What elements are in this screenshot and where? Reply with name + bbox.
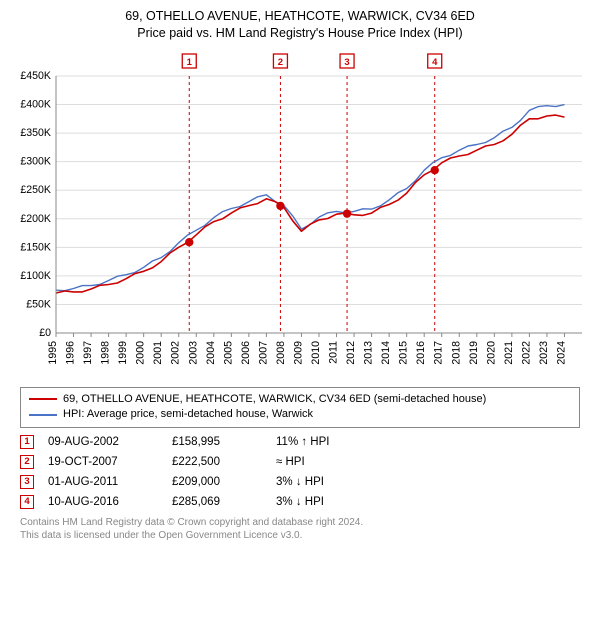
- svg-text:2000: 2000: [135, 341, 147, 365]
- svg-text:2022: 2022: [520, 341, 532, 365]
- svg-text:2014: 2014: [380, 341, 392, 365]
- title-block: 69, OTHELLO AVENUE, HEATHCOTE, WARWICK, …: [10, 8, 590, 42]
- transaction-price: £209,000: [172, 476, 262, 488]
- chart-svg: £0 £50K £100K £150K £200K £250K £300K £350K £400…: [10, 46, 590, 381]
- svg-text:2019: 2019: [468, 341, 480, 365]
- svg-text:£250K: £250K: [20, 184, 51, 196]
- transaction-vs-hpi: 3% ↓ HPI: [276, 496, 396, 508]
- svg-text:2023: 2023: [538, 341, 550, 365]
- transaction-marker: 3: [20, 475, 34, 489]
- svg-text:1999: 1999: [117, 341, 129, 365]
- svg-text:£0: £0: [39, 327, 51, 339]
- transaction-price: £222,500: [172, 456, 262, 468]
- legend-row-hpi: HPI: Average price, semi-detached house,…: [29, 407, 571, 422]
- svg-text:2006: 2006: [240, 341, 252, 365]
- legend-swatch-hpi: [29, 414, 57, 416]
- transaction-row: 4 10-AUG-2016 £285,069 3% ↓ HPI: [20, 492, 580, 512]
- svg-text:2009: 2009: [292, 341, 304, 365]
- svg-text:£50K: £50K: [26, 298, 51, 310]
- legend-label-hpi: HPI: Average price, semi-detached house,…: [63, 407, 313, 422]
- transaction-date: 09-AUG-2002: [48, 436, 158, 448]
- transactions-table: 1 09-AUG-2002 £158,995 11% ↑ HPI 2 19-OCT-200…: [20, 432, 580, 512]
- svg-text:2001: 2001: [152, 341, 164, 365]
- transaction-vs-hpi: ≈ HPI: [276, 456, 396, 468]
- svg-text:£150K: £150K: [20, 241, 51, 253]
- svg-text:2011: 2011: [328, 341, 340, 364]
- transaction-date: 01-AUG-2011: [48, 476, 158, 488]
- svg-text:2013: 2013: [363, 341, 375, 365]
- svg-text:2016: 2016: [415, 341, 427, 365]
- svg-text:£400K: £400K: [20, 98, 51, 110]
- svg-text:£300K: £300K: [20, 155, 51, 167]
- svg-text:£350K: £350K: [20, 127, 51, 139]
- svg-text:2003: 2003: [187, 341, 199, 365]
- svg-text:2004: 2004: [205, 341, 217, 365]
- footer: Contains HM Land Registry data © Crown c…: [20, 516, 580, 543]
- transaction-price: £158,995: [172, 436, 262, 448]
- svg-text:1: 1: [187, 57, 193, 68]
- transaction-vs-hpi: 11% ↑ HPI: [276, 436, 396, 448]
- svg-text:£100K: £100K: [20, 270, 51, 282]
- page-container: 69, OTHELLO AVENUE, HEATHCOTE, WARWICK, …: [0, 0, 600, 549]
- legend-row-property: 69, OTHELLO AVENUE, HEATHCOTE, WARWICK, …: [29, 392, 571, 407]
- svg-text:2015: 2015: [398, 341, 410, 365]
- legend-label-property: 69, OTHELLO AVENUE, HEATHCOTE, WARWICK, …: [63, 392, 486, 407]
- svg-text:2017: 2017: [433, 341, 445, 365]
- svg-text:1997: 1997: [82, 341, 94, 365]
- transaction-marker: 4: [20, 495, 34, 509]
- svg-text:2012: 2012: [345, 341, 357, 365]
- svg-text:2018: 2018: [450, 341, 462, 365]
- svg-text:2: 2: [278, 57, 283, 68]
- svg-text:3: 3: [344, 57, 349, 68]
- svg-text:2021: 2021: [503, 341, 515, 365]
- svg-text:2005: 2005: [222, 341, 234, 365]
- transaction-row: 1 09-AUG-2002 £158,995 11% ↑ HPI: [20, 432, 580, 452]
- svg-text:2007: 2007: [257, 341, 269, 365]
- svg-text:2024: 2024: [555, 341, 567, 365]
- svg-text:1995: 1995: [47, 341, 59, 365]
- transaction-marker: 1: [20, 435, 34, 449]
- legend-box: 69, OTHELLO AVENUE, HEATHCOTE, WARWICK, …: [20, 387, 580, 428]
- transaction-row: 2 19-OCT-2007 £222,500 ≈ HPI: [20, 452, 580, 472]
- transaction-row: 3 01-AUG-2011 £209,000 3% ↓ HPI: [20, 472, 580, 492]
- svg-text:2002: 2002: [170, 341, 182, 365]
- price-chart: £0 £50K £100K £150K £200K £250K £300K £350K £400…: [10, 46, 590, 381]
- svg-text:2020: 2020: [485, 341, 497, 365]
- footer-line-2: This data is licensed under the Open Gov…: [20, 529, 580, 543]
- transaction-vs-hpi: 3% ↓ HPI: [276, 476, 396, 488]
- title-line-2: Price paid vs. HM Land Registry's House …: [10, 25, 590, 42]
- svg-text:4: 4: [432, 57, 438, 68]
- svg-text:£450K: £450K: [20, 70, 51, 82]
- transaction-date: 19-OCT-2007: [48, 456, 158, 468]
- svg-text:2010: 2010: [310, 341, 322, 365]
- svg-text:£200K: £200K: [20, 213, 51, 225]
- svg-text:2008: 2008: [275, 341, 287, 365]
- svg-text:1998: 1998: [100, 341, 112, 365]
- legend-swatch-property: [29, 398, 57, 400]
- footer-line-1: Contains HM Land Registry data © Crown c…: [20, 516, 580, 530]
- transaction-marker: 2: [20, 455, 34, 469]
- transaction-price: £285,069: [172, 496, 262, 508]
- transaction-date: 10-AUG-2016: [48, 496, 158, 508]
- title-line-1: 69, OTHELLO AVENUE, HEATHCOTE, WARWICK, …: [10, 8, 590, 25]
- svg-text:1996: 1996: [65, 341, 77, 365]
